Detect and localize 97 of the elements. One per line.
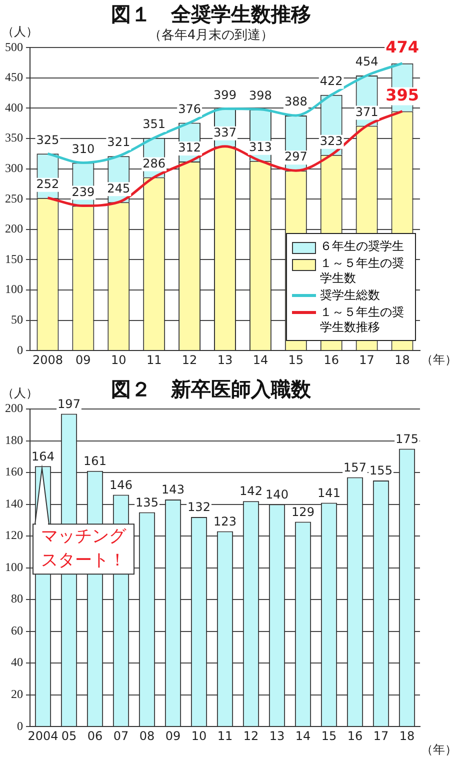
data-label: 197	[58, 396, 80, 411]
data-label: 135	[136, 495, 158, 510]
data-label: 157	[344, 460, 366, 474]
x-tick-label: 12	[182, 352, 198, 367]
chart-title: 図１ 全奨学生数推移	[111, 2, 311, 26]
y-tick-label: 500	[5, 40, 23, 54]
data-label: 351	[142, 117, 166, 132]
x-tick-label: 11	[146, 352, 162, 367]
y-tick-label: 100	[5, 560, 23, 574]
legend-label: １～５年生の奨学生数	[320, 256, 405, 286]
legend-label: 奨学生総数	[320, 288, 380, 303]
chart-title: 図２ 新卒医師入職数	[111, 377, 312, 402]
x-tick-label: 07	[113, 728, 129, 743]
data-label: 132	[188, 500, 210, 514]
data-label: 146	[110, 478, 132, 492]
data-label: 297	[284, 150, 308, 164]
data-label: 286	[142, 156, 166, 170]
y-tick-label: 20	[11, 686, 23, 701]
x-tick-label: 13	[217, 352, 233, 367]
x-tick-label: 15	[321, 728, 337, 743]
y-tick-label: 400	[5, 100, 23, 114]
data-label: 164	[32, 449, 54, 464]
data-label: 239	[72, 184, 95, 199]
legend-label: ６年生の奨学生	[320, 238, 404, 254]
data-label: 175	[396, 432, 418, 446]
y-tick-label: 60	[11, 623, 23, 638]
x-tick-label: 10	[191, 728, 207, 743]
data-label: 454	[355, 54, 378, 69]
y-tick-label: 0	[17, 342, 23, 357]
data-label: 371	[355, 104, 378, 119]
data-label: 155	[370, 464, 392, 478]
data-label: 123	[214, 514, 236, 528]
y-tick-label: 150	[5, 252, 23, 266]
annotation: マッチングスタート！	[41, 526, 127, 571]
data-label: 140	[266, 487, 288, 502]
y-tick-label: 140	[5, 496, 23, 510]
x-axis-title: （年）	[421, 352, 450, 367]
x-tick-label: 2004	[28, 728, 58, 743]
y-tick-label: 180	[5, 432, 23, 447]
x-tick-label: 14	[295, 728, 311, 743]
x-tick-label: 10	[110, 352, 126, 367]
x-tick-label: 09	[76, 352, 91, 367]
x-tick-label: 12	[243, 728, 259, 743]
x-tick-label: 13	[269, 728, 285, 743]
x-tick-label: 17	[373, 728, 389, 743]
data-label: 323	[320, 134, 343, 148]
data-label: 325	[36, 132, 60, 147]
data-label: 129	[292, 504, 314, 519]
y-tick-label: 200	[5, 222, 23, 236]
chart-subtitle: （各年4月末の到達）	[148, 28, 274, 44]
data-label: 395	[386, 85, 419, 104]
y-axis-title: （人）	[2, 386, 38, 400]
data-label: 321	[107, 135, 130, 150]
data-label: 312	[178, 140, 201, 155]
y-tick-label: 50	[11, 312, 23, 326]
y-tick-label: 80	[11, 592, 23, 606]
x-axis-title: （年）	[421, 742, 450, 757]
x-tick-label: 17	[359, 352, 374, 367]
data-label: 399	[214, 88, 236, 102]
data-label: 245	[107, 181, 130, 196]
y-tick-label: 100	[5, 282, 23, 296]
y-tick-label: 120	[5, 528, 23, 542]
x-tick-label: 05	[61, 728, 77, 743]
data-label: 310	[72, 142, 95, 156]
y-tick-label: 450	[5, 70, 23, 84]
y-axis-title: （人）	[2, 24, 38, 39]
x-tick-label: 18	[394, 352, 410, 367]
y-tick-label: 250	[5, 191, 23, 206]
y-tick-label: 160	[5, 464, 23, 479]
x-tick-label: 18	[399, 728, 415, 743]
x-tick-label: 11	[217, 728, 233, 743]
y-tick-label: 40	[11, 655, 23, 670]
x-tick-label: 16	[324, 352, 340, 367]
data-label: 376	[178, 102, 201, 116]
x-tick-label: 08	[139, 728, 155, 743]
y-tick-label: 300	[5, 160, 23, 175]
x-tick-label: 14	[252, 352, 268, 367]
x-tick-label: 09	[165, 728, 181, 743]
data-label: 141	[318, 486, 340, 500]
x-tick-label: 15	[288, 352, 304, 367]
data-label: 388	[284, 94, 308, 109]
y-tick-label: 0	[17, 718, 23, 733]
data-label: 474	[386, 38, 419, 57]
data-label: 252	[36, 177, 60, 192]
data-label: 161	[84, 454, 106, 468]
data-label: 142	[240, 484, 262, 498]
data-label: 398	[249, 88, 272, 103]
legend-label: １～５年生の奨学生数推移	[320, 304, 405, 335]
data-label: 143	[162, 482, 184, 497]
data-label: 422	[320, 74, 343, 88]
x-tick-label: 16	[347, 728, 363, 743]
y-tick-label: 200	[5, 401, 23, 416]
x-tick-label: 2008	[32, 352, 63, 367]
x-tick-label: 06	[87, 728, 103, 743]
y-tick-label: 350	[5, 130, 23, 145]
data-label: 337	[214, 126, 236, 140]
data-label: 313	[249, 140, 272, 154]
